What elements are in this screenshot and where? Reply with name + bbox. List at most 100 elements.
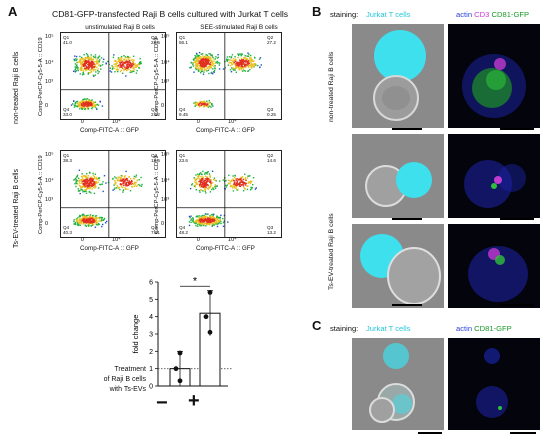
event-dot <box>234 65 237 68</box>
event-dot <box>199 102 201 104</box>
event-dot <box>123 180 125 182</box>
event-dot <box>83 221 86 223</box>
event-dot <box>90 192 92 194</box>
event-dot <box>217 222 220 225</box>
event-dot <box>140 176 142 179</box>
event-dot <box>248 60 251 62</box>
event-dot <box>257 64 259 67</box>
event-dot <box>78 184 81 187</box>
event-dot <box>90 66 92 68</box>
event-dot <box>242 67 244 69</box>
panel-b-letter: B <box>312 4 322 19</box>
event-dot <box>205 104 207 106</box>
event-dot <box>230 179 233 182</box>
event-dot <box>84 176 86 178</box>
event-dot <box>240 181 243 183</box>
event-dot <box>251 187 254 189</box>
event-dot <box>202 185 205 188</box>
event-dot <box>260 64 262 66</box>
event-dot <box>223 214 226 217</box>
event-dot <box>238 65 240 67</box>
event-dot <box>188 215 191 218</box>
event-dot <box>196 220 198 222</box>
event-dot <box>201 60 203 62</box>
event-dot <box>246 188 249 191</box>
event-dot <box>200 181 203 183</box>
event-dot <box>116 65 118 68</box>
event-dot <box>85 67 87 70</box>
event-dot <box>128 66 130 68</box>
event-dot <box>89 62 91 64</box>
event-dot <box>244 64 246 67</box>
event-dot <box>197 67 200 69</box>
event-dot <box>216 223 219 225</box>
event-dot <box>198 175 200 177</box>
event-dot <box>213 217 216 219</box>
panel-c-jurkat-header: Jurkat T cells <box>366 324 411 333</box>
event-dot <box>215 223 217 225</box>
gfp-label: CD81-GFP <box>491 10 530 19</box>
event-dot <box>92 74 95 77</box>
event-dot <box>208 100 210 102</box>
event-dot <box>123 65 125 67</box>
fold-change-chart: 0 1 2 3 4 5 6 fold change * <box>118 266 238 426</box>
event-dot <box>82 218 84 221</box>
event-dot <box>192 218 194 220</box>
event-dot <box>214 221 216 224</box>
event-dot <box>211 170 214 172</box>
event-dot <box>243 63 245 65</box>
event-dot <box>209 67 212 69</box>
event-dot <box>200 216 202 219</box>
event-dot <box>83 73 85 75</box>
event-dot <box>94 54 97 56</box>
event-dot <box>83 215 85 217</box>
quadrant-percent: 0.25 <box>267 112 276 117</box>
event-dot <box>252 65 255 67</box>
event-dot <box>204 61 206 63</box>
event-dot <box>95 181 97 183</box>
event-dot <box>254 188 257 190</box>
event-dot <box>138 183 140 186</box>
y-tick-label: 4 <box>149 314 153 321</box>
event-dot <box>190 219 192 221</box>
event-dot <box>231 67 233 69</box>
event-dot <box>215 56 217 58</box>
event-dot <box>230 71 233 73</box>
event-dot <box>84 59 87 62</box>
scale-bar-c-bf <box>418 432 442 434</box>
event-dot <box>203 67 205 70</box>
event-dot <box>81 173 83 175</box>
event-dot <box>83 222 85 225</box>
event-dot <box>197 225 199 227</box>
event-dot <box>204 65 206 67</box>
event-dot <box>107 60 109 63</box>
event-dot <box>95 60 97 63</box>
flow-plot-dots-2 <box>177 33 281 119</box>
event-dot <box>76 105 79 108</box>
event-dot <box>204 101 207 103</box>
event-dot <box>214 67 216 69</box>
event-dot <box>89 182 91 184</box>
event-dot <box>199 69 201 71</box>
event-dot <box>222 217 224 220</box>
event-dot <box>250 59 253 62</box>
event-dot <box>115 182 117 184</box>
event-dot <box>94 65 97 68</box>
event-dot <box>91 221 94 223</box>
category-plus: + <box>188 390 200 412</box>
y-tick-label: 0 <box>45 220 49 227</box>
event-dot <box>116 61 118 63</box>
event-dot <box>82 217 84 219</box>
event-dot <box>98 55 101 57</box>
flow-plot-4: Q1 23.6 Q2 14.6 Q4 48.2 Q3 13.2 <box>176 150 282 238</box>
event-dot <box>129 182 131 184</box>
event-dot <box>195 60 197 62</box>
event-dot <box>210 217 212 219</box>
event-dot <box>83 190 85 193</box>
event-dot <box>119 63 121 65</box>
event-dot <box>239 63 241 65</box>
event-dot <box>209 223 211 225</box>
event-dot <box>135 185 138 187</box>
event-dot <box>85 222 88 224</box>
event-dot <box>197 223 199 226</box>
